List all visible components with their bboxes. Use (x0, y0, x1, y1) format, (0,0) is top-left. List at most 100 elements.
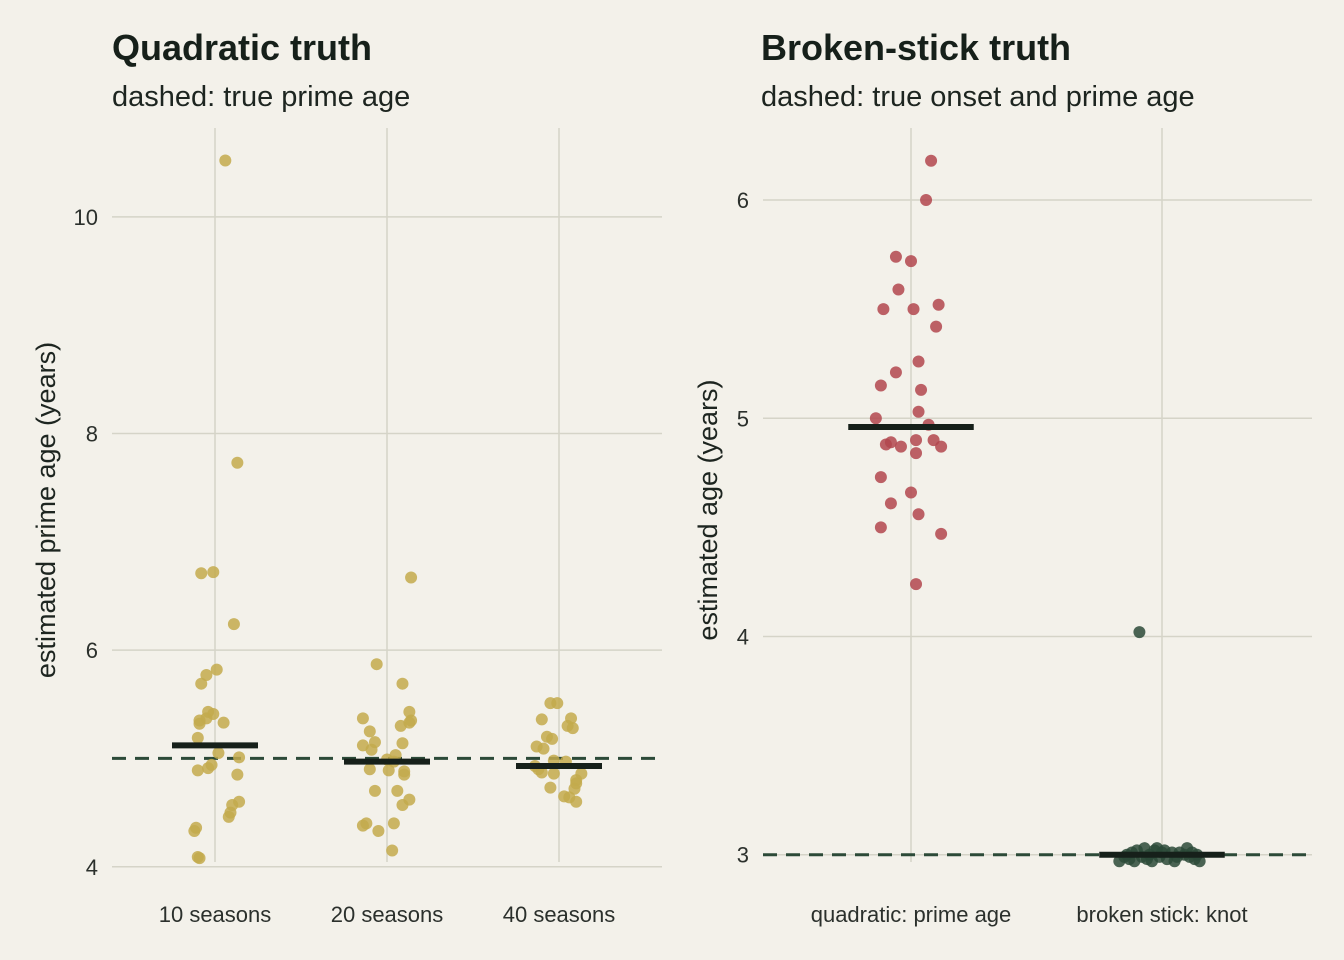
panel-subtitle: dashed: true onset and prime age (761, 81, 1195, 113)
data-point (219, 154, 232, 167)
data-point (884, 497, 897, 510)
data-point (905, 255, 917, 268)
data-point (372, 825, 385, 838)
data-point (200, 669, 213, 682)
data-point (935, 527, 948, 540)
y-tick-labels: 3 4 5 6 (737, 188, 749, 868)
data-point (874, 521, 887, 534)
x-tick-labels: quadratic: prime age broken stick: knot (811, 902, 1248, 927)
y-tick-label: 6 (86, 638, 98, 663)
data-point (231, 768, 244, 781)
panel-quadratic-truth: Quadratic truth dashed: true prime age e… (31, 27, 662, 927)
data-point (874, 379, 887, 392)
data-point (935, 440, 948, 453)
summary-bars (848, 423, 1225, 858)
grid (112, 128, 662, 868)
data-point (925, 154, 938, 167)
data-point (930, 320, 943, 333)
panel-title: Quadratic truth (112, 27, 372, 68)
points (869, 154, 1206, 868)
data-point (188, 825, 201, 838)
data-point (365, 743, 378, 756)
data-point (222, 810, 235, 823)
panel-title: Broken-stick truth (761, 27, 1071, 68)
y-tick-label: 5 (737, 406, 749, 431)
data-point (193, 717, 206, 730)
data-point (535, 766, 548, 779)
x-tick-label: 40 seasons (503, 902, 616, 927)
data-point (912, 508, 925, 521)
data-point (1168, 855, 1181, 868)
data-point (363, 725, 376, 738)
data-point (874, 471, 887, 484)
data-point (568, 782, 581, 795)
data-point (869, 412, 882, 425)
data-point (889, 250, 902, 263)
data-point (233, 751, 246, 764)
summary-bars (172, 742, 602, 770)
data-point (207, 566, 220, 579)
data-point (391, 784, 404, 797)
data-point (537, 742, 550, 755)
data-point (570, 795, 583, 808)
data-point (191, 731, 204, 744)
data-point (195, 567, 208, 580)
data-point (191, 764, 204, 777)
data-point (202, 762, 215, 775)
x-tick-label: 10 seasons (159, 902, 272, 927)
data-point (368, 784, 381, 797)
data-point (227, 618, 240, 631)
y-tick-label: 8 (86, 421, 98, 446)
data-point (217, 716, 230, 729)
data-point (363, 763, 376, 776)
y-axis-title: estimated prime age (years) (31, 342, 61, 678)
y-tick-label: 3 (737, 843, 749, 868)
data-point (370, 658, 383, 671)
panel-broken-stick-truth: Broken-stick truth dashed: true onset an… (693, 27, 1312, 927)
data-point (912, 355, 925, 368)
y-axis-title: estimated age (years) (693, 379, 723, 640)
panel-subtitle: dashed: true prime age (112, 81, 410, 113)
data-point (396, 677, 409, 690)
data-point (535, 713, 548, 726)
data-point (356, 712, 369, 725)
data-point (544, 781, 557, 794)
data-point (405, 571, 418, 584)
data-point (877, 303, 890, 316)
grid (763, 128, 1312, 862)
data-point (396, 799, 409, 812)
data-point (1133, 626, 1146, 639)
y-tick-label: 4 (86, 855, 98, 880)
data-point (356, 819, 369, 832)
y-tick-labels: 4 6 8 10 (74, 205, 98, 880)
data-point (910, 578, 923, 591)
data-point (892, 283, 905, 296)
data-point (386, 844, 399, 857)
data-point (879, 438, 892, 451)
data-point (210, 663, 223, 676)
data-point (551, 697, 564, 710)
data-point (1150, 842, 1163, 855)
y-tick-label: 6 (737, 188, 749, 213)
data-point (1193, 855, 1206, 868)
data-point (907, 303, 920, 316)
data-point (566, 722, 579, 735)
data-point (915, 383, 928, 396)
data-point (394, 719, 407, 732)
data-point (387, 817, 400, 830)
x-tick-label: quadratic: prime age (811, 902, 1012, 927)
data-point (889, 366, 902, 379)
y-tick-label: 10 (74, 205, 98, 230)
data-point (910, 447, 923, 460)
data-point (212, 747, 225, 760)
y-tick-label: 4 (737, 624, 749, 649)
data-point (910, 434, 923, 447)
data-point (382, 764, 395, 777)
data-point (396, 737, 409, 750)
data-point (920, 194, 933, 207)
data-point (932, 298, 945, 311)
data-point (193, 852, 206, 865)
data-point (195, 677, 208, 690)
data-point (405, 714, 418, 727)
